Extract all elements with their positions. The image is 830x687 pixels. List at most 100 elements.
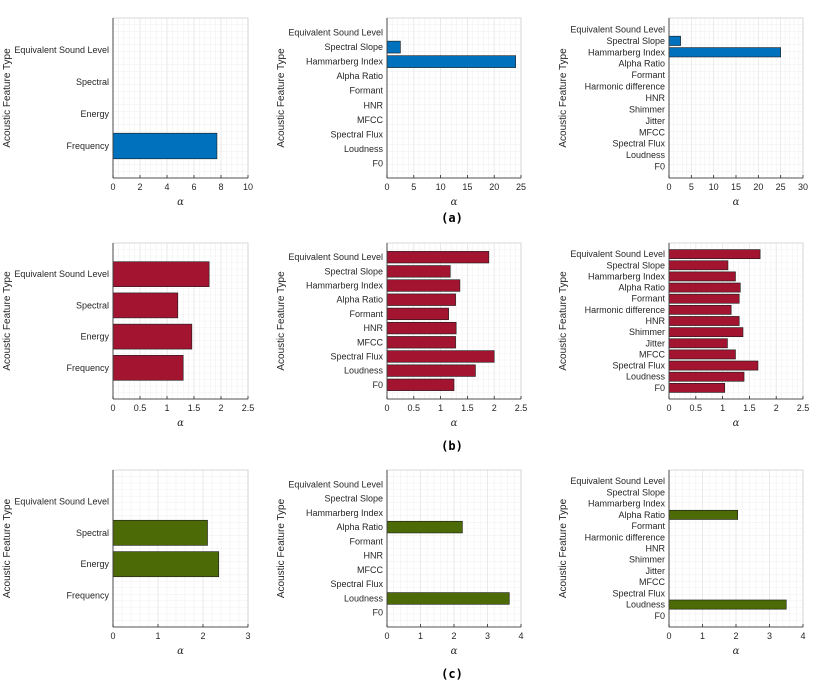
- bar: [386, 40, 401, 54]
- x-tick-label: 2.5: [797, 403, 810, 413]
- category-label: Spectral Flux: [330, 351, 383, 361]
- category-label: Jitter: [645, 116, 665, 126]
- category-label: Harmonic difference: [585, 82, 665, 92]
- bar: [668, 260, 729, 271]
- y-axis-label: Acoustic Feature Type: [2, 48, 13, 148]
- category-label: Alpha Ratio: [618, 510, 665, 520]
- category-label: Alpha Ratio: [336, 71, 383, 81]
- x-axis-label: α: [733, 197, 740, 208]
- x-tick-label: 0.5: [408, 403, 421, 413]
- y-axis-label: Acoustic Feature Type: [558, 48, 569, 148]
- category-label: Loudness: [344, 144, 384, 154]
- x-tick-label: 1: [155, 631, 160, 641]
- x-tick-label: 1.5: [743, 403, 756, 413]
- category-label: Shimmer: [629, 327, 665, 337]
- bar: [112, 551, 220, 578]
- category-label: Spectral Flux: [612, 361, 665, 371]
- category-label: Formant: [349, 309, 383, 319]
- x-tick-label: 10: [709, 182, 719, 192]
- category-label: Jitter: [645, 338, 665, 348]
- category-label: Formant: [631, 70, 665, 80]
- bar: [386, 378, 455, 391]
- bar: [668, 509, 738, 520]
- panel-a-0: Equivalent Sound Level Spectral Energy Freq…: [2, 17, 253, 208]
- category-label: Spectral Slope: [606, 260, 665, 270]
- y-axis-label: Acoustic Feature Type: [2, 498, 13, 598]
- panel-c-1: Equivalent Sound Level Spectral Slope Hamm…: [276, 469, 524, 657]
- panel-a-1: Equivalent Sound Level Spectral Slope Hamm…: [276, 17, 526, 208]
- category-label: Formant: [349, 536, 383, 546]
- category-label: Spectral Slope: [324, 42, 383, 52]
- x-tick-label: 0: [110, 631, 115, 641]
- x-tick-label: 2: [733, 631, 738, 641]
- x-axis-label: α: [451, 197, 458, 208]
- x-tick-label: 0.5: [690, 403, 703, 413]
- x-tick-label: 4: [164, 182, 169, 192]
- x-tick-label: 25: [776, 182, 786, 192]
- category-label: Spectral Slope: [324, 494, 383, 504]
- category-label: F0: [372, 380, 383, 390]
- x-tick-label: 2: [451, 631, 456, 641]
- category-label: Loudness: [626, 600, 666, 610]
- x-tick-label: 0: [666, 631, 671, 641]
- bar: [112, 261, 210, 287]
- x-tick-label: 0: [384, 182, 389, 192]
- bar: [386, 321, 457, 335]
- category-label: Loudness: [626, 150, 666, 160]
- category-label: Spectral Slope: [324, 266, 383, 276]
- bar: [668, 293, 740, 304]
- bar: [668, 249, 761, 260]
- category-label: Frequency: [66, 141, 109, 151]
- x-tick-label: 15: [462, 182, 472, 192]
- x-tick-label: 2.5: [242, 403, 255, 413]
- category-label: Hammarberg Index: [588, 47, 666, 57]
- category-label: Loudness: [344, 366, 384, 376]
- category-label: Hammarberg Index: [588, 499, 666, 509]
- x-tick-label: 1: [700, 631, 705, 641]
- category-label: Harmonic difference: [585, 305, 665, 315]
- category-label: Spectral Flux: [612, 139, 665, 149]
- category-label: F0: [654, 162, 665, 172]
- x-tick-label: 5: [411, 182, 416, 192]
- category-label: Equivalent Sound Level: [570, 476, 665, 486]
- y-axis-label: Acoustic Feature Type: [276, 271, 287, 371]
- category-label: Loudness: [626, 372, 666, 382]
- category-label: Hammarberg Index: [588, 271, 666, 281]
- category-label: Equivalent Sound Level: [570, 24, 665, 34]
- bar: [386, 592, 510, 605]
- category-label: Spectral Slope: [606, 36, 665, 46]
- bar: [668, 304, 732, 315]
- x-tick-label: 2: [774, 403, 779, 413]
- x-tick-label: 6: [191, 182, 196, 192]
- category-label: MFCC: [639, 577, 665, 587]
- x-tick-label: 30: [798, 182, 808, 192]
- x-tick-label: 1: [418, 631, 423, 641]
- category-label: Shimmer: [629, 104, 665, 114]
- x-tick-label: 0.5: [134, 403, 147, 413]
- category-label: Equivalent Sound Level: [14, 269, 109, 279]
- category-label: Formant: [349, 86, 383, 96]
- bar: [668, 371, 745, 382]
- bar: [112, 132, 218, 160]
- x-axis-label: α: [177, 646, 184, 657]
- bar: [668, 599, 787, 610]
- x-tick-label: 3: [767, 631, 772, 641]
- category-label: Equivalent Sound Level: [288, 479, 383, 489]
- x-tick-label: 0: [666, 182, 671, 192]
- x-tick-label: 4: [518, 631, 523, 641]
- bar: [668, 327, 744, 338]
- category-label: Alpha Ratio: [336, 522, 383, 532]
- x-tick-label: 3: [485, 631, 490, 641]
- x-tick-label: 1.5: [461, 403, 474, 413]
- caption-a: (a): [441, 211, 463, 225]
- category-label: Alpha Ratio: [336, 295, 383, 305]
- bar: [386, 350, 495, 363]
- x-tick-label: 20: [753, 182, 763, 192]
- x-tick-label: 10: [243, 182, 253, 192]
- bar: [386, 293, 456, 306]
- category-label: HNR: [646, 544, 666, 554]
- category-label: Frequency: [66, 363, 109, 373]
